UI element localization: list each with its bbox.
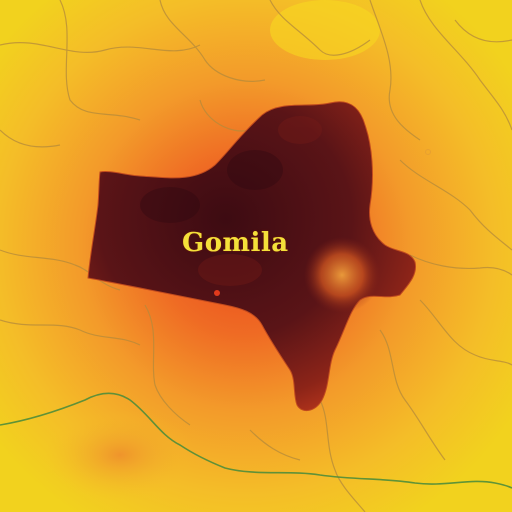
region-label: Gomila [182,228,289,258]
